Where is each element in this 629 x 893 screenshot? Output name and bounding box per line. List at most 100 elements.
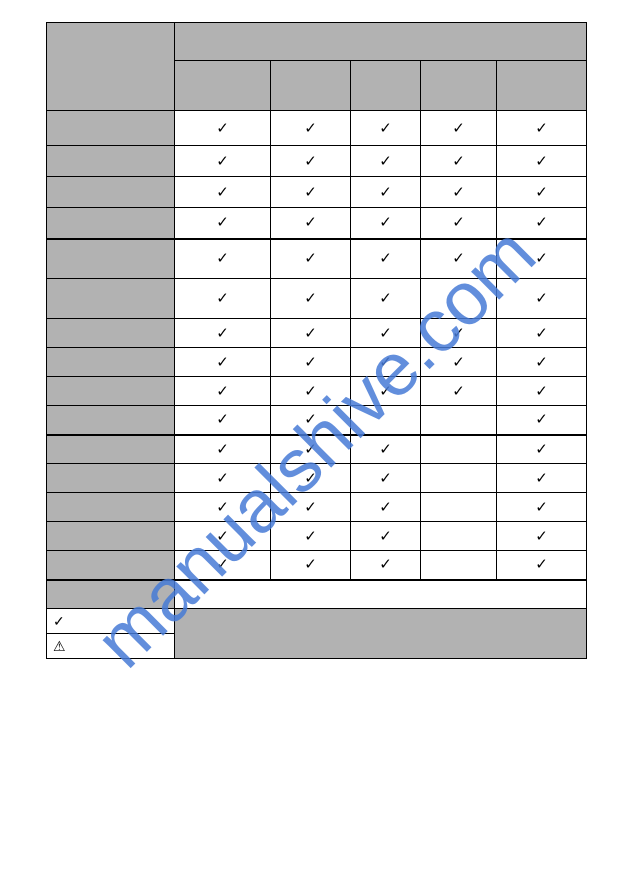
- capability-table: ✓ ✓ ✓ ✓ ✓ ✓ ✓ ✓ ✓ ✓ ✓ ✓ ✓ ✓ ✓ ✓ ✓ ✓ ✓: [46, 22, 587, 659]
- footer-check-cell: ✓: [47, 609, 175, 634]
- table-row: ✓ ✓ ✓ ✓ ✓: [47, 239, 587, 279]
- cell: ✓: [271, 319, 351, 348]
- cell: ✓: [351, 348, 421, 377]
- cell: ✓: [271, 551, 351, 580]
- row-label: [47, 239, 175, 279]
- table-row: ✓ ✓ ✓ ✓: [47, 551, 587, 580]
- table-row: ✓ ✓ ✓ ✓ ✓: [47, 111, 587, 146]
- cell: ✓: [351, 522, 421, 551]
- col-header-4: [421, 61, 497, 111]
- cell: ✓: [497, 551, 587, 580]
- cell: ✓: [175, 464, 271, 493]
- cell: [351, 406, 421, 435]
- table-row: ✓ ✓ ✓ ✓: [47, 435, 587, 464]
- cell: ✓: [421, 111, 497, 146]
- cell: ✓: [175, 239, 271, 279]
- cell: [421, 493, 497, 522]
- header-row-1: [47, 23, 587, 61]
- cell: ✓: [351, 377, 421, 406]
- cell: ✓: [497, 208, 587, 239]
- cell: ✓: [497, 435, 587, 464]
- col-header-2: [271, 61, 351, 111]
- row-label: [47, 435, 175, 464]
- cell: ✓: [271, 464, 351, 493]
- cell: ✓: [271, 177, 351, 208]
- cell: ✓: [497, 279, 587, 319]
- cell: ✓: [421, 348, 497, 377]
- row-label: [47, 493, 175, 522]
- cell: ✓: [351, 279, 421, 319]
- footer-label: [47, 580, 175, 609]
- cell: ✓: [497, 348, 587, 377]
- table-row: ✓ ✓ ✓ ✓ ✓: [47, 177, 587, 208]
- cell: ✓: [351, 146, 421, 177]
- cell: ✓: [421, 377, 497, 406]
- col-header-5: [497, 61, 587, 111]
- cell: ✓: [175, 319, 271, 348]
- warning-icon: ⚠: [53, 638, 66, 655]
- cell: ✓: [175, 551, 271, 580]
- cell: ✓: [271, 348, 351, 377]
- table-row: ✓ ✓ ✓ ✓ ✓: [47, 208, 587, 239]
- footer-gray-span: [175, 609, 587, 659]
- cell: ✓: [497, 377, 587, 406]
- table-row: ✓ ✓ ✓ ✓: [47, 279, 587, 319]
- table-row: ✓ ✓ ✓ ✓ ✓: [47, 348, 587, 377]
- footer-span: [175, 580, 587, 609]
- cell: ✓: [497, 319, 587, 348]
- cell: ✓: [497, 111, 587, 146]
- row-label: [47, 348, 175, 377]
- table-container: ✓ ✓ ✓ ✓ ✓ ✓ ✓ ✓ ✓ ✓ ✓ ✓ ✓ ✓ ✓ ✓ ✓ ✓ ✓: [46, 22, 586, 659]
- cell: ✓: [175, 111, 271, 146]
- cell: ✓: [271, 435, 351, 464]
- cell: ✓: [497, 493, 587, 522]
- cell: ✓: [271, 522, 351, 551]
- cell: ✓: [351, 208, 421, 239]
- cell: ✓: [175, 522, 271, 551]
- cell: [421, 279, 497, 319]
- cell: ✓: [421, 146, 497, 177]
- cell: ✓: [351, 111, 421, 146]
- cell: ✓: [175, 406, 271, 435]
- footer-warning-cell: ⚠: [47, 634, 175, 659]
- cell: ✓: [421, 208, 497, 239]
- cell: ✓: [497, 239, 587, 279]
- cell: ✓: [271, 493, 351, 522]
- cell: ✓: [497, 522, 587, 551]
- cell: ✓: [497, 177, 587, 208]
- row-label: [47, 177, 175, 208]
- cell: ✓: [175, 493, 271, 522]
- cell: ✓: [351, 493, 421, 522]
- cell: ✓: [351, 319, 421, 348]
- cell: ✓: [497, 464, 587, 493]
- cell: ✓: [175, 208, 271, 239]
- cell: ✓: [271, 239, 351, 279]
- row-label: [47, 551, 175, 580]
- cell: ✓: [175, 377, 271, 406]
- header-corner: [47, 23, 175, 111]
- table-row: ✓ ✓ ✓ ✓: [47, 464, 587, 493]
- row-label: [47, 208, 175, 239]
- col-header-3: [351, 61, 421, 111]
- row-label: [47, 464, 175, 493]
- cell: ✓: [271, 146, 351, 177]
- cell: ✓: [175, 279, 271, 319]
- cell: [421, 406, 497, 435]
- cell: ✓: [497, 406, 587, 435]
- cell: ✓: [421, 177, 497, 208]
- table-row: ✓ ✓ ✓: [47, 406, 587, 435]
- cell: ✓: [271, 377, 351, 406]
- row-label: [47, 406, 175, 435]
- cell: ✓: [175, 348, 271, 377]
- cell: ✓: [175, 146, 271, 177]
- cell: ✓: [271, 279, 351, 319]
- row-label: [47, 377, 175, 406]
- cell: ✓: [271, 208, 351, 239]
- cell: [421, 522, 497, 551]
- cell: ✓: [351, 239, 421, 279]
- cell: [421, 551, 497, 580]
- col-header-1: [175, 61, 271, 111]
- cell: ✓: [421, 319, 497, 348]
- cell: ✓: [271, 406, 351, 435]
- cell: ✓: [421, 239, 497, 279]
